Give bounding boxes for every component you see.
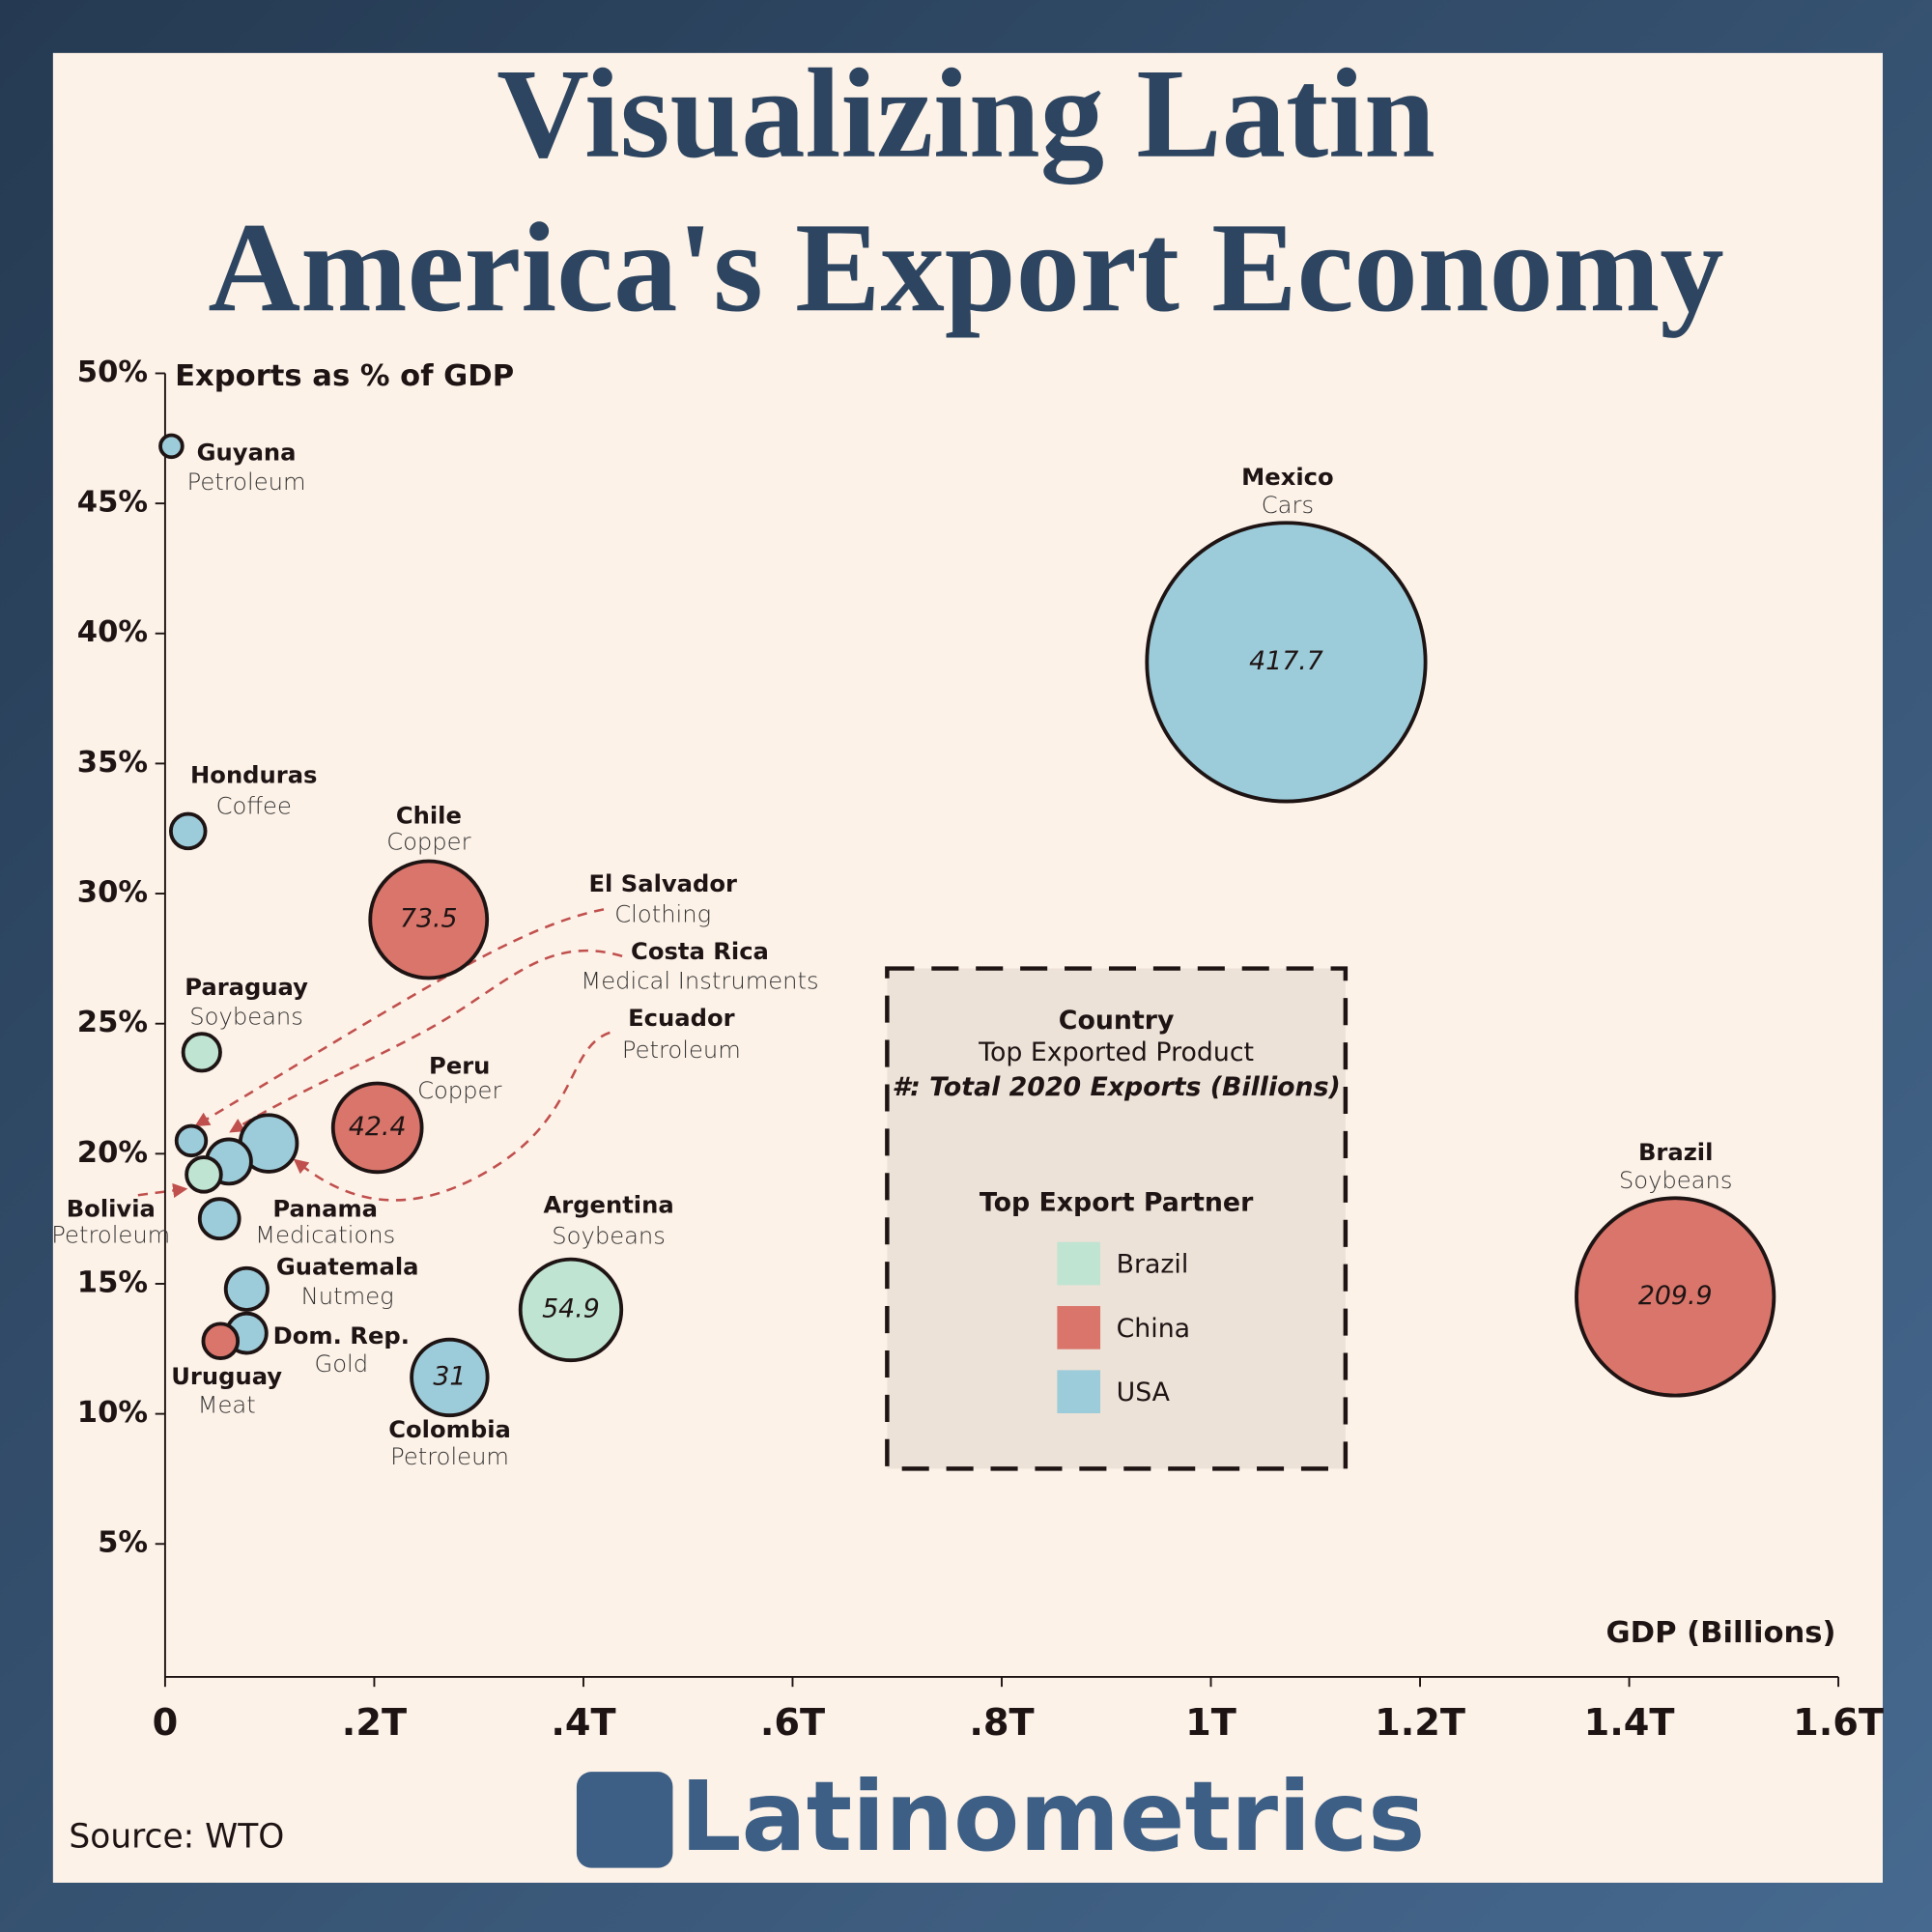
country-name: Guyana xyxy=(197,439,297,466)
country-product: Petroleum xyxy=(187,469,306,496)
country-product: Copper xyxy=(417,1077,501,1104)
country-product: Cars xyxy=(1262,492,1314,519)
country-name: Guatemala xyxy=(276,1254,419,1281)
arrow xyxy=(137,1182,188,1199)
y-tick-label: 15% xyxy=(77,1265,148,1299)
country-product: Gold xyxy=(314,1350,368,1378)
legend-swatch xyxy=(1057,1306,1101,1350)
y-tick-label: 40% xyxy=(77,615,148,649)
arrow xyxy=(194,908,605,1127)
bubble-label: 31 xyxy=(433,1361,466,1391)
country-product: Soybeans xyxy=(552,1223,666,1250)
bubble xyxy=(330,1081,424,1175)
legend-size: #: Total 2020 Exports (Billions) xyxy=(892,1072,1340,1102)
arrows xyxy=(137,908,623,1202)
country-product: Medical Instruments xyxy=(581,968,818,995)
x-tick-label: .2T xyxy=(342,1701,407,1745)
title: America's Export Economy xyxy=(208,196,1723,338)
y-tick-label: 10% xyxy=(77,1396,148,1430)
country-name: Costa Rica xyxy=(631,938,769,965)
bubble xyxy=(201,1321,241,1360)
country-product: Meat xyxy=(198,1391,256,1418)
bubble-label: 73.5 xyxy=(400,903,458,933)
country-product: Medications xyxy=(255,1221,395,1248)
x-tick-label: .6T xyxy=(760,1701,825,1745)
country-name: El Salvador xyxy=(589,870,737,897)
country-name: Panama xyxy=(272,1196,378,1223)
legend-label: Brazil xyxy=(1117,1249,1189,1279)
bubble xyxy=(518,1257,624,1363)
legend-product: Top Exported Product xyxy=(978,1037,1254,1067)
bubble xyxy=(197,1197,242,1241)
country-product: Copper xyxy=(386,828,470,855)
country-name: Mexico xyxy=(1241,464,1333,491)
legend-swatch xyxy=(1057,1241,1101,1286)
bubble xyxy=(174,1123,209,1158)
x-tick-label: 1.6T xyxy=(1793,1701,1884,1745)
country-product: Petroleum xyxy=(622,1037,741,1064)
bubble xyxy=(1145,521,1428,804)
country-product: Nutmeg xyxy=(301,1283,394,1310)
panel xyxy=(52,52,1883,1883)
y-tick-label: 5% xyxy=(98,1526,148,1560)
country-name: Paraguay xyxy=(185,974,308,1001)
logo-icon xyxy=(576,1772,673,1868)
country-product: Soybeans xyxy=(189,1004,303,1031)
country-product: Coffee xyxy=(216,792,292,819)
legend-swatch xyxy=(1057,1370,1101,1414)
x-axis-label: GDP (Billions) xyxy=(1606,1616,1836,1650)
country-name: Bolivia xyxy=(67,1196,156,1223)
x-tick-label: 0 xyxy=(153,1701,179,1745)
country-name: Ecuador xyxy=(628,1005,734,1032)
country-product: Petroleum xyxy=(51,1221,170,1248)
y-tick-label: 50% xyxy=(77,355,148,389)
country-name: Colombia xyxy=(388,1416,511,1443)
country-name: Uruguay xyxy=(171,1363,282,1390)
legend-label: USA xyxy=(1117,1378,1171,1407)
y-tick-label: 35% xyxy=(77,746,148,780)
x-tick-label: 1.4T xyxy=(1584,1701,1675,1745)
bubble xyxy=(158,433,185,460)
x-tick-label: .4T xyxy=(551,1701,615,1745)
bubble xyxy=(181,1032,222,1073)
country-name: Dom. Rep. xyxy=(273,1322,410,1350)
y-tick-label: 30% xyxy=(77,876,148,910)
bubble-label: 42.4 xyxy=(349,1112,407,1142)
title: Visualizing Latin xyxy=(497,43,1435,185)
bubble-label: 54.9 xyxy=(542,1293,600,1323)
bubble-label: 417.7 xyxy=(1249,646,1323,676)
legend-title: Top Export Partner xyxy=(980,1188,1254,1218)
country-product: Clothing xyxy=(614,901,711,928)
x-tick-label: .8T xyxy=(969,1701,1034,1745)
bubble xyxy=(1575,1196,1776,1398)
y-axis-label: Exports as % of GDP xyxy=(175,359,514,393)
y-tick-label: 45% xyxy=(77,486,148,520)
country-name: Brazil xyxy=(1638,1139,1713,1166)
bubble xyxy=(185,1155,223,1194)
country-product: Soybeans xyxy=(1619,1167,1733,1194)
y-tick-label: 20% xyxy=(77,1136,148,1170)
source: Source: WTO xyxy=(69,1818,284,1857)
x-tick-label: 1T xyxy=(1185,1701,1236,1745)
bubble xyxy=(223,1265,270,1312)
y-tick-label: 25% xyxy=(77,1006,148,1039)
legend-label: China xyxy=(1117,1314,1190,1344)
bubble xyxy=(368,859,490,980)
country-name: Argentina xyxy=(544,1192,674,1219)
country-name: Peru xyxy=(429,1053,490,1080)
arrow xyxy=(229,949,623,1133)
logo: Latinometrics xyxy=(680,1762,1425,1873)
bubble xyxy=(168,811,208,851)
x-tick-label: 1.2T xyxy=(1375,1701,1465,1745)
country-name: Honduras xyxy=(190,762,317,789)
country-product: Petroleum xyxy=(390,1443,509,1470)
bubble-label: 209.9 xyxy=(1638,1281,1713,1311)
bubble xyxy=(410,1337,490,1418)
legend-box xyxy=(885,966,1349,1471)
legend-country: Country xyxy=(1059,1006,1175,1036)
arrow xyxy=(293,1031,611,1202)
country-name: Chile xyxy=(396,803,462,830)
